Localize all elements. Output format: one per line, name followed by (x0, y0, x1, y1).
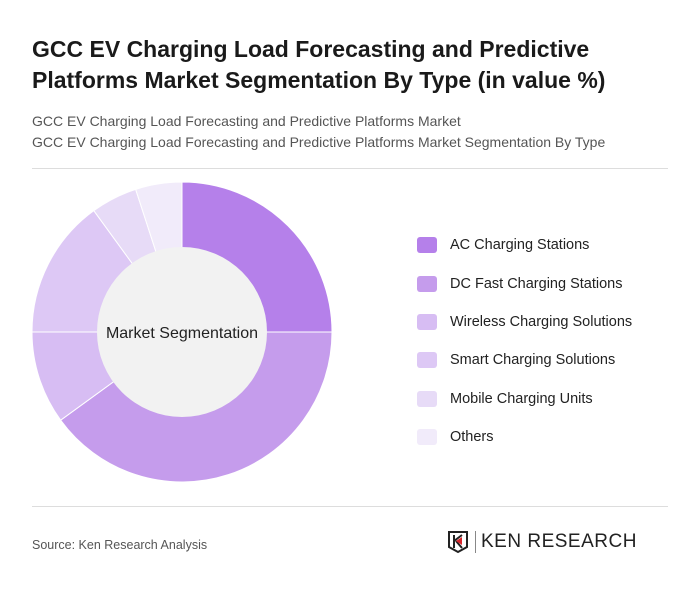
ken-research-logo: KEN RESEARCH (447, 530, 637, 554)
legend-label: DC Fast Charging Stations (450, 275, 623, 292)
legend-label: Mobile Charging Units (450, 390, 593, 407)
header: GCC EV Charging Load Forecasting and Pre… (32, 34, 672, 153)
legend-item: DC Fast Charging Stations (417, 264, 632, 302)
legend-item: Mobile Charging Units (417, 380, 632, 418)
legend-label: Smart Charging Solutions (450, 352, 616, 369)
legend-item: Smart Charging Solutions (417, 341, 632, 379)
legend-swatch (417, 429, 437, 446)
chart-title: GCC EV Charging Load Forecasting and Pre… (32, 36, 606, 93)
donut-chart: Market Segmentation (31, 181, 333, 483)
legend: AC Charging Stations DC Fast Charging Sta… (417, 226, 632, 456)
legend-swatch (417, 352, 437, 369)
legend-swatch (417, 237, 437, 254)
legend-label: Others (450, 429, 494, 446)
legend-item: AC Charging Stations (417, 226, 632, 264)
subtitle-2: GCC EV Charging Load Forecasting and Pre… (32, 134, 606, 150)
donut-hole (97, 247, 267, 417)
ken-logo-icon (448, 531, 468, 554)
legend-item: Wireless Charging Solutions (417, 303, 632, 341)
legend-label: Wireless Charging Solutions (450, 313, 633, 330)
legend-swatch (417, 313, 437, 330)
source-note: Source: Ken Research Analysis (32, 538, 208, 552)
top-divider (32, 168, 668, 169)
legend-swatch (417, 275, 437, 292)
logo-text: KEN RESEARCH (475, 531, 637, 553)
legend-label: AC Charging Stations (450, 237, 590, 254)
bottom-divider (32, 506, 668, 507)
center-label: Market Segmentation (106, 325, 258, 342)
legend-item: Others (417, 418, 632, 456)
subtitle-1: GCC EV Charging Load Forecasting and Pre… (32, 113, 461, 129)
legend-swatch (417, 390, 437, 407)
